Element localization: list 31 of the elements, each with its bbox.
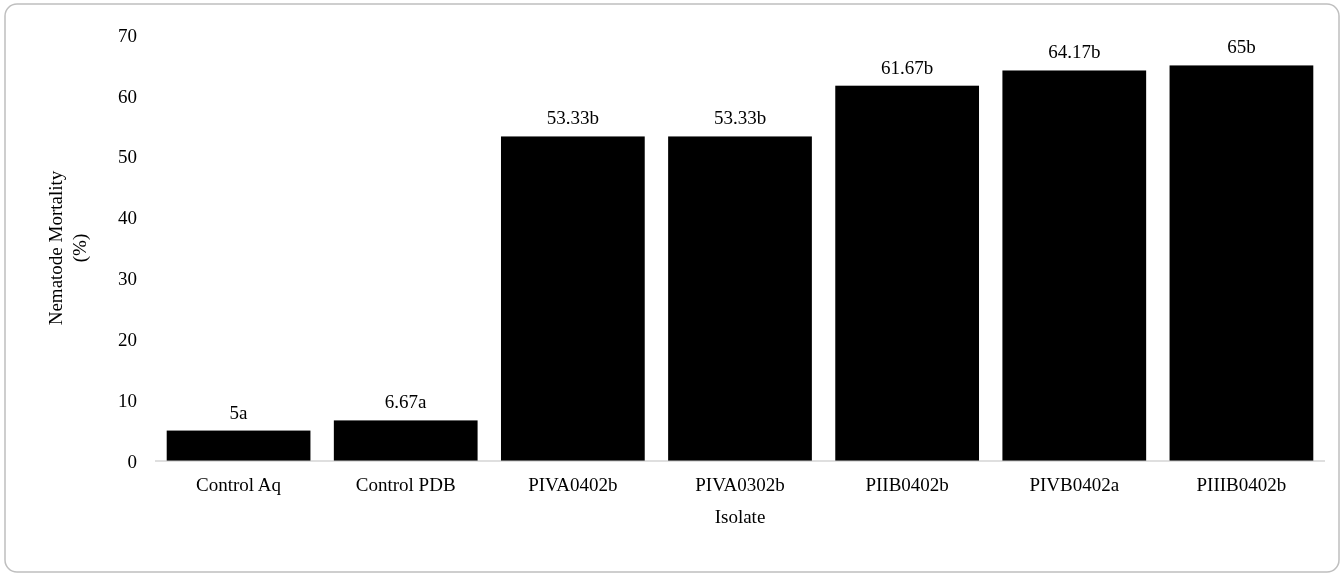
bar xyxy=(1002,70,1147,461)
x-tick-label: PIVB0402a xyxy=(1029,474,1120,495)
x-tick-label: Control PDB xyxy=(355,474,456,495)
y-tick-label: 70 xyxy=(118,24,137,46)
x-tick-label: PIIIB0402b xyxy=(1196,474,1287,495)
bar xyxy=(500,136,645,461)
y-tick-label: 60 xyxy=(118,85,137,107)
y-tick-label: 30 xyxy=(118,268,137,290)
data-label: 61.67b xyxy=(881,56,934,78)
x-axis-title: Isolate xyxy=(714,506,766,527)
data-label: 64.17b xyxy=(1048,41,1101,63)
bar xyxy=(1169,65,1314,461)
x-tick-label: PIVA0302b xyxy=(695,474,785,495)
data-label: 5a xyxy=(229,401,249,423)
bar xyxy=(166,430,311,461)
data-label: 6.67a xyxy=(384,391,428,413)
bar xyxy=(668,136,812,461)
y-tick-label: 40 xyxy=(118,207,137,229)
x-tick-label: Control Aq xyxy=(196,474,282,495)
y-tick-label: 10 xyxy=(118,389,137,411)
y-tick-label: 20 xyxy=(118,328,137,350)
data-label: 53.33b xyxy=(713,107,767,129)
x-tick-label: PIVA0402b xyxy=(528,474,618,495)
y-tick-label: 50 xyxy=(118,146,137,168)
data-label: 65b xyxy=(1227,36,1256,58)
y-tick-label: 0 xyxy=(127,450,137,472)
x-tick-label: PIIB0402b xyxy=(865,474,949,495)
y-axis-title: Nematode Mortality (%) xyxy=(45,170,91,326)
bar xyxy=(835,85,980,461)
bar xyxy=(333,420,478,461)
data-label: 53.33b xyxy=(546,107,599,129)
